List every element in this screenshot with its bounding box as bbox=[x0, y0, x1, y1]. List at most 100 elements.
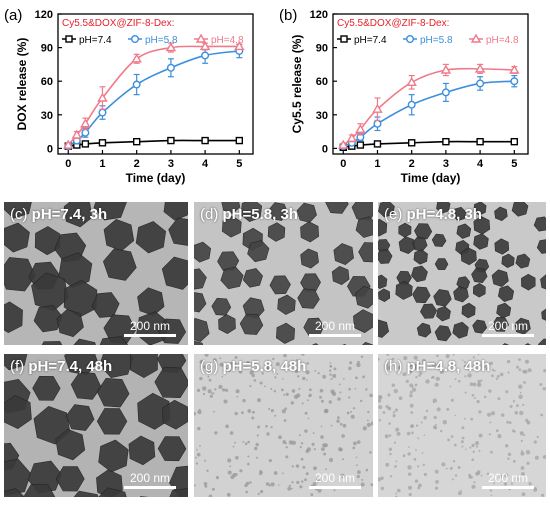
nanoparticle-dot bbox=[234, 411, 238, 416]
nanoparticle-dot bbox=[472, 356, 475, 359]
nanoparticle-dot bbox=[304, 478, 307, 482]
nanoparticle-dot bbox=[435, 423, 437, 426]
series-line bbox=[343, 140, 515, 149]
nanoparticle-dot bbox=[391, 383, 395, 387]
nanoparticle-dot bbox=[306, 362, 309, 365]
nanoparticle-dot bbox=[365, 388, 368, 391]
nanoparticle-dot bbox=[266, 432, 270, 436]
nanoparticle-dot bbox=[536, 435, 539, 439]
nanoparticle bbox=[351, 202, 373, 221]
nanoparticle-dot bbox=[356, 440, 361, 444]
marker-triangle bbox=[97, 92, 108, 102]
nanoparticle-dot bbox=[414, 383, 418, 387]
x-tick-label: 0 bbox=[340, 158, 346, 170]
nanoparticle-dot bbox=[319, 395, 322, 399]
tem-image: (d) pH=5.8, 3h 200 nm bbox=[194, 202, 373, 345]
nanoparticle-dot bbox=[525, 418, 529, 423]
nanoparticle-dot bbox=[285, 455, 289, 459]
nanoparticle-dot bbox=[378, 398, 382, 403]
nanoparticle-dot bbox=[329, 362, 332, 364]
nanoparticle-dot bbox=[477, 354, 480, 356]
nanoparticle bbox=[4, 395, 32, 429]
nanoparticle bbox=[242, 268, 263, 288]
nanoparticle-dot bbox=[514, 411, 518, 415]
nanoparticle-dot bbox=[227, 470, 232, 475]
scale-bar: 200 nm bbox=[309, 319, 361, 337]
nanoparticle-dot bbox=[247, 455, 250, 458]
nanoparticle-dot bbox=[306, 379, 308, 381]
nanoparticle bbox=[70, 371, 102, 400]
nanoparticle-dot bbox=[207, 389, 212, 394]
nanoparticle-dot bbox=[291, 487, 293, 490]
x-tick-label: 1 bbox=[374, 158, 380, 170]
series-triangle bbox=[63, 41, 245, 149]
nanoparticle bbox=[41, 341, 63, 345]
nanoparticle-dot bbox=[328, 400, 332, 404]
nanoparticle-dot bbox=[226, 492, 231, 497]
nanoparticle-dot bbox=[542, 387, 546, 391]
nanoparticle-dot bbox=[436, 407, 441, 412]
nanoparticle-dot bbox=[270, 388, 273, 390]
nanoparticle bbox=[99, 354, 134, 379]
nanoparticle bbox=[99, 336, 129, 345]
nanoparticle-dot bbox=[255, 442, 259, 447]
nanoparticle-dot bbox=[483, 365, 486, 368]
nanoparticle bbox=[247, 240, 270, 263]
nanoparticle bbox=[333, 243, 354, 265]
nanoparticle-dot bbox=[197, 426, 201, 431]
nanoparticle-dot bbox=[497, 434, 502, 439]
nanoparticle-dot bbox=[361, 478, 364, 481]
nanoparticle-dot bbox=[245, 490, 248, 494]
nanoparticle-dot bbox=[229, 431, 234, 435]
nanoparticle-dot bbox=[505, 444, 509, 448]
nanoparticle bbox=[211, 297, 232, 316]
nanoparticle-dot bbox=[232, 445, 235, 448]
nanoparticle bbox=[4, 222, 30, 253]
marker-square bbox=[356, 141, 365, 149]
nanoparticle-dot bbox=[283, 393, 286, 396]
nanoparticle bbox=[494, 238, 510, 255]
marker-square bbox=[81, 140, 90, 148]
nanoparticle bbox=[436, 202, 451, 214]
nanoparticle bbox=[102, 248, 137, 281]
nanoparticle-dot bbox=[365, 468, 369, 472]
nanoparticle-dot bbox=[349, 361, 353, 365]
nanoparticle-dot bbox=[472, 450, 475, 453]
nanoparticle-dot bbox=[483, 395, 487, 399]
nanoparticle-dot bbox=[516, 404, 519, 407]
nanoparticle-dot bbox=[512, 460, 516, 463]
nanoparticle-dot bbox=[496, 374, 500, 378]
nanoparticle-dot bbox=[273, 390, 276, 393]
nanoparticle-dot bbox=[295, 464, 300, 468]
nanoparticle-dot bbox=[447, 438, 450, 442]
nanoparticle-dot bbox=[212, 392, 215, 395]
nanoparticle-dot bbox=[342, 423, 347, 428]
nanoparticle-dot bbox=[449, 385, 452, 388]
nanoparticle bbox=[4, 354, 28, 371]
marker-triangle bbox=[71, 129, 83, 139]
nanoparticle bbox=[169, 488, 188, 497]
nanoparticle-dot bbox=[323, 452, 327, 456]
marker-square bbox=[235, 136, 244, 145]
nanoparticle-dot bbox=[518, 368, 522, 371]
scale-bar-line bbox=[482, 486, 534, 489]
nanoparticle-dot bbox=[394, 465, 397, 468]
nanoparticle-dot bbox=[346, 411, 350, 415]
nanoparticle-dot bbox=[336, 419, 340, 423]
nanoparticle bbox=[541, 308, 546, 321]
nanoparticle-dot bbox=[235, 456, 239, 460]
nanoparticle-dot bbox=[396, 431, 401, 436]
nanoparticle bbox=[536, 239, 546, 254]
nanoparticle bbox=[398, 222, 412, 238]
marker-circle bbox=[201, 51, 210, 60]
nanoparticle-dot bbox=[527, 422, 530, 425]
chart-b: (b) 0 30 60 90 120 0 1 2 3 4 5 Time (day) Cy5.5 relea… bbox=[279, 7, 529, 185]
nanoparticle bbox=[502, 343, 510, 345]
nanoparticle-dot bbox=[480, 474, 483, 477]
nanoparticle bbox=[501, 253, 515, 268]
marker-circle bbox=[130, 35, 139, 44]
nanoparticle-dot bbox=[291, 440, 296, 445]
nanoparticle bbox=[4, 488, 25, 497]
nanoparticle-dot bbox=[478, 433, 483, 438]
nanoparticle bbox=[378, 274, 388, 289]
